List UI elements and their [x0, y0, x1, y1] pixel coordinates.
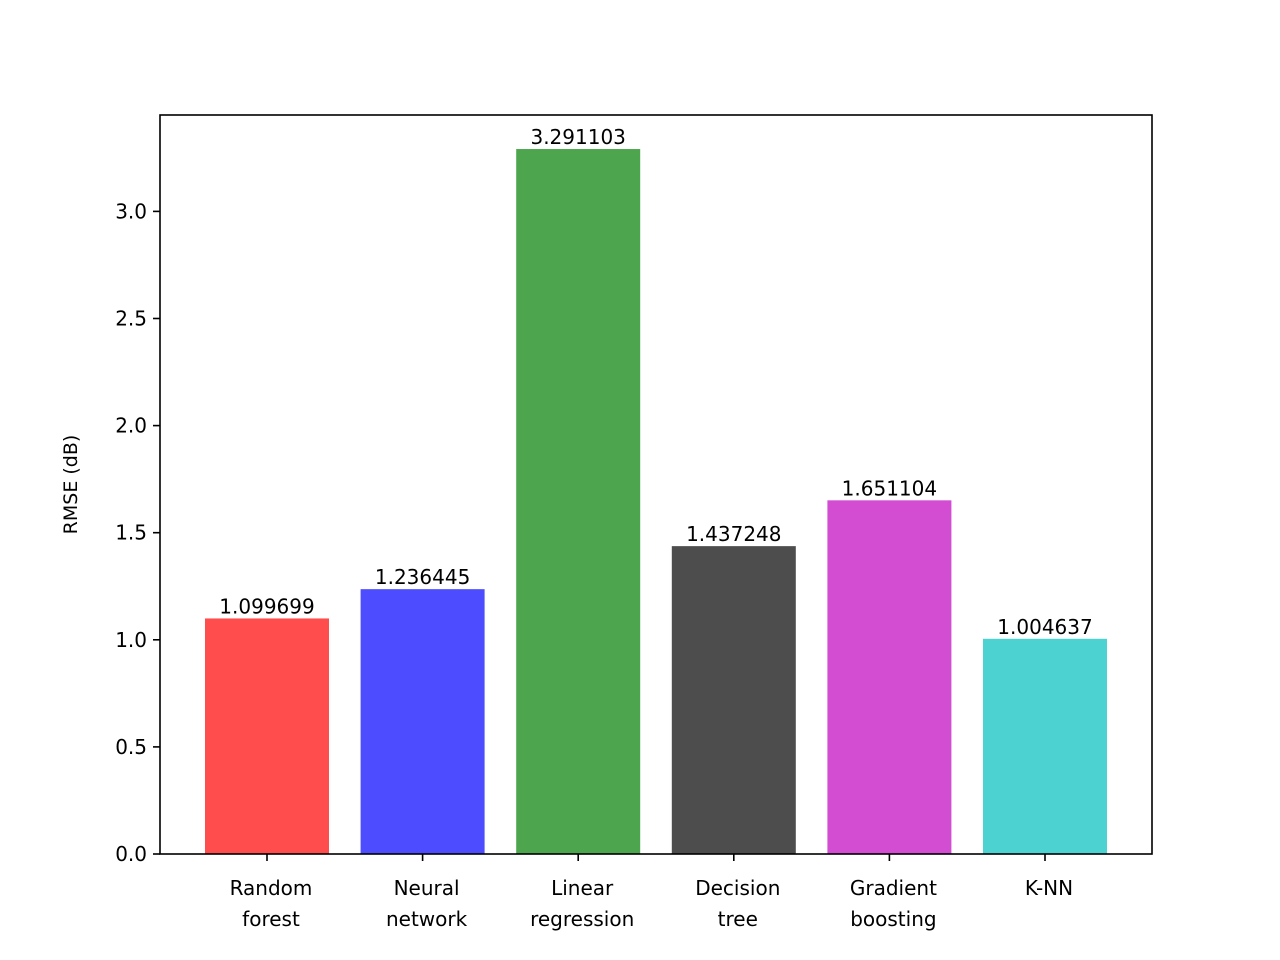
bar-value-label: 1.236445: [375, 565, 470, 589]
y-axis: 0.0 0.5 1.0 1.5 2.0 2.5 3.0: [115, 199, 160, 866]
y-tick-label: 2.0: [115, 414, 147, 438]
bar-value-label: 3.291103: [530, 125, 625, 149]
x-tick-label: Decision tree: [695, 876, 780, 931]
x-tick-label: Neural network: [386, 876, 468, 931]
y-tick-label: 1.5: [115, 521, 147, 545]
bar-value-label: 1.651104: [842, 476, 937, 500]
value-labels-layer: 1.099699 1.236445 3.291103 1.437248 1.651104…: [219, 125, 1092, 639]
x-axis: Random forest Neural network Linear regressio…: [230, 854, 1073, 931]
bar-value-label: 1.099699: [219, 594, 314, 618]
y-tick-label: 0.5: [115, 735, 147, 759]
bar: [671, 546, 796, 854]
x-tick-label: K-NN: [1025, 876, 1073, 900]
y-axis-label: RMSE (dB): [60, 435, 82, 535]
plot-frame: [159, 114, 1153, 855]
x-tick-label: Linear regression: [530, 876, 634, 931]
bar-value-label: 1.437248: [686, 522, 781, 546]
y-tick-label: 2.5: [115, 306, 147, 330]
bar: [205, 618, 329, 854]
bar-value-label: 1.004637: [997, 615, 1092, 639]
bar: [983, 638, 1107, 854]
bar: [516, 149, 641, 854]
x-tick-label: Random forest: [230, 876, 313, 931]
bar: [827, 500, 952, 854]
x-tick-label: Gradient boosting: [850, 876, 937, 931]
y-tick-label: 1.0: [115, 628, 147, 652]
bar: [360, 589, 485, 854]
y-tick-label: 0.0: [115, 842, 147, 866]
y-tick-label: 3.0: [115, 199, 147, 223]
bars-layer: [205, 149, 1107, 854]
